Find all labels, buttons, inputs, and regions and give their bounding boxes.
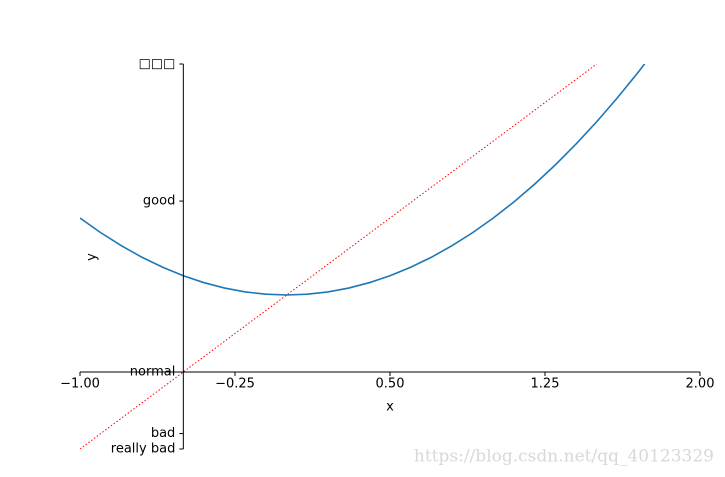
x-tick-label: −1.00 xyxy=(60,377,100,392)
y-tick-label: □□□ xyxy=(138,57,175,72)
x-tick-label: 2.00 xyxy=(686,377,715,392)
y-tick-label: really bad xyxy=(111,442,176,457)
y-tick-label: bad xyxy=(151,426,175,441)
x-tick-label: 1.25 xyxy=(531,377,560,392)
y-axis-label: y xyxy=(85,253,100,261)
x-tick-label: 0.50 xyxy=(376,377,405,392)
y-tick-label: normal xyxy=(130,365,176,380)
y-tick-label: good xyxy=(143,194,175,209)
x-axis-label: x xyxy=(386,400,394,415)
line-series xyxy=(80,64,646,296)
watermark: https://blog.csdn.net/qq_40123329 xyxy=(414,447,714,467)
x-tick-label: −0.25 xyxy=(215,377,255,392)
